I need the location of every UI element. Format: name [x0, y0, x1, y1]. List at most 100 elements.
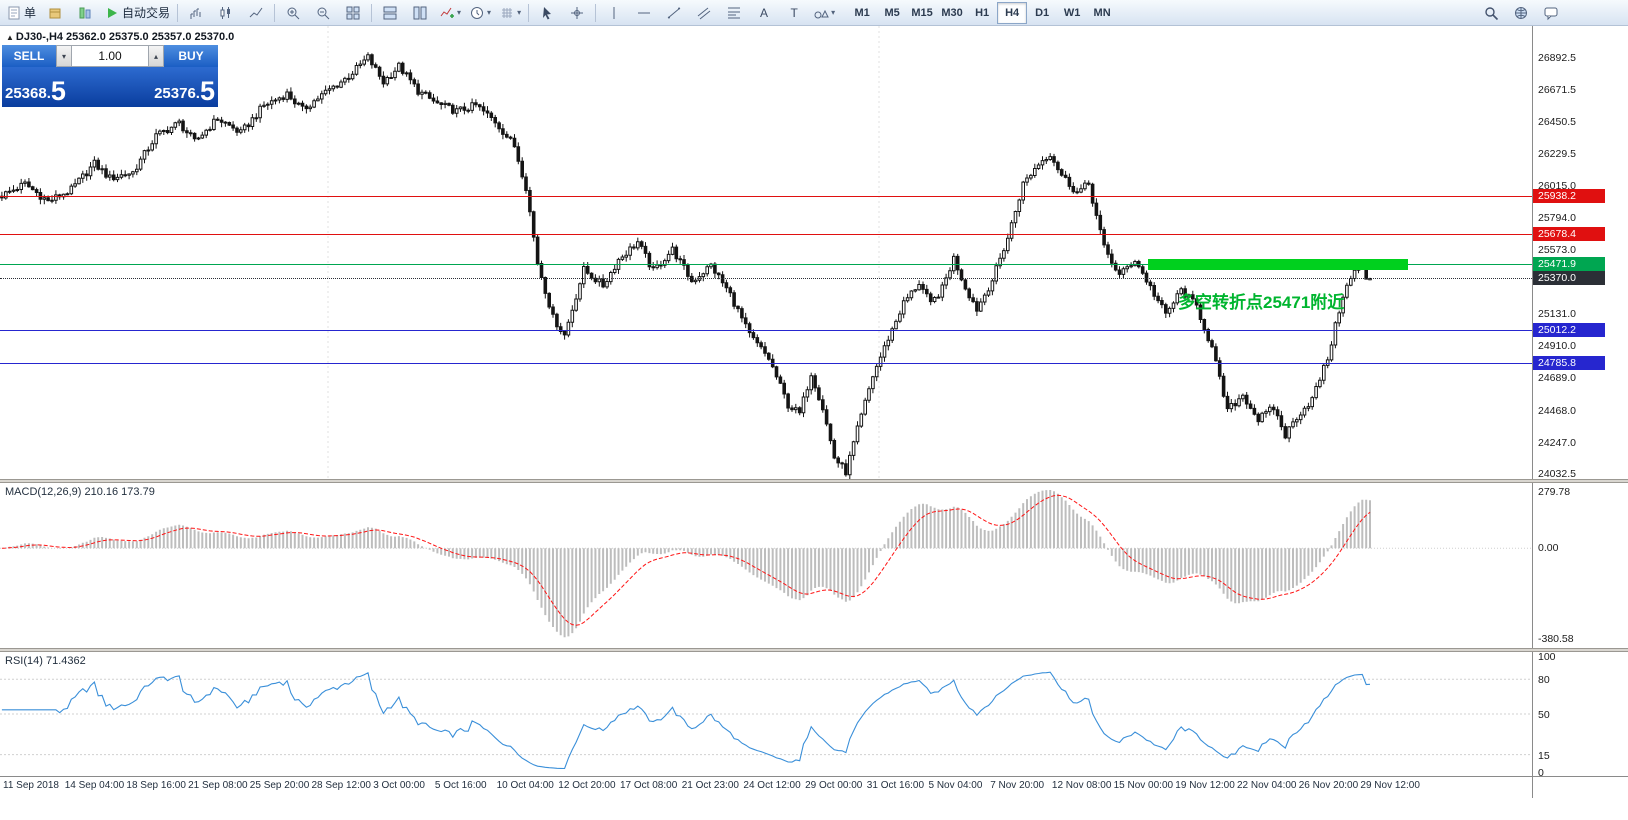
buy-price-main: 25376.	[154, 85, 200, 102]
pane-splitter[interactable]	[0, 648, 1628, 652]
timeframe-m30[interactable]: M30	[941, 6, 963, 19]
tile-windows-button[interactable]	[338, 1, 368, 25]
tile-horizontal-button[interactable]	[375, 1, 405, 25]
autotrade-button[interactable]: 自动交易	[100, 1, 174, 25]
svg-text:A: A	[760, 6, 768, 20]
rsi-axis-label: 80	[1538, 674, 1550, 687]
sell-button[interactable]: SELL	[2, 45, 56, 67]
chat-button[interactable]	[1536, 1, 1566, 25]
clock-icon	[469, 5, 485, 21]
text-button[interactable]: A	[749, 1, 779, 25]
grid-icon	[499, 5, 515, 21]
price-axis-label: 26450.5	[1538, 116, 1576, 129]
horizontal-line-button[interactable]	[629, 1, 659, 25]
cursor-button[interactable]	[532, 1, 562, 25]
search-button[interactable]	[1476, 1, 1506, 25]
toolbar-separator	[274, 3, 276, 22]
price-tag: 25938.2	[1533, 188, 1605, 203]
price-tag: 25012.2	[1533, 323, 1605, 338]
chevron-down-icon: ▾	[831, 8, 836, 17]
rsi-value: 71.4362	[45, 655, 86, 667]
pane-splitter[interactable]	[0, 479, 1628, 483]
shapes-icon	[813, 5, 829, 21]
macd-axis-label: 279.78	[1538, 486, 1571, 498]
candlestick-plot[interactable]	[0, 26, 1532, 479]
vertical-line-button[interactable]	[599, 1, 629, 25]
rsi-axis-label: 50	[1538, 709, 1550, 721]
macd-plot[interactable]	[0, 483, 1532, 648]
trend-icon	[666, 5, 682, 21]
time-axis[interactable]	[0, 776, 1628, 798]
new-order-button[interactable]: 单	[2, 1, 40, 25]
buy-price[interactable]: 25376. 5	[154, 67, 215, 107]
timeframe-w1[interactable]: W1	[1063, 6, 1081, 19]
bar-chart-button[interactable]	[181, 1, 211, 25]
channel-icon	[696, 5, 712, 21]
community-button[interactable]	[1506, 1, 1536, 25]
timeframe-m5[interactable]: M5	[884, 6, 900, 19]
rsi-plot[interactable]	[0, 652, 1532, 776]
rsi-axis-label: 15	[1538, 749, 1550, 762]
timeframe-h4[interactable]: H4	[997, 1, 1028, 24]
macd-title: MACD(12,26,9) 210.16 173.79	[5, 486, 155, 498]
channel-button[interactable]	[689, 1, 719, 25]
fibo-icon	[726, 5, 742, 21]
toolbox-button[interactable]	[40, 1, 70, 25]
bars-icon	[188, 5, 204, 21]
search-icon	[1483, 5, 1499, 21]
lot-down-button[interactable]: ▾	[56, 45, 72, 67]
zoom-in-button[interactable]	[278, 1, 308, 25]
price-axis-label: 26229.5	[1538, 148, 1576, 161]
line-chart-button[interactable]	[241, 1, 271, 25]
crosshair-button[interactable]	[562, 1, 592, 25]
lot-up-button[interactable]: ▴	[148, 45, 164, 67]
rsi-title: RSI(14) 71.4362	[5, 655, 86, 667]
toolbar-separator	[371, 3, 373, 22]
doc-icon	[6, 5, 22, 21]
timeframe-mn[interactable]: MN	[1093, 6, 1111, 19]
timeframe-h1[interactable]: H1	[975, 6, 990, 19]
zoomout-icon	[315, 5, 331, 21]
one-click-trading-panel: SELL ▾ 1.00 ▴ BUY 25368. 5 25376. 5	[2, 45, 218, 107]
trade-prices[interactable]: 25368. 5 25376. 5	[2, 67, 218, 107]
tileh-icon	[382, 5, 398, 21]
market-watch-button[interactable]	[70, 1, 100, 25]
market-icon	[77, 5, 93, 21]
arrows-button[interactable]: ▾	[809, 1, 839, 25]
tilev-icon	[412, 5, 428, 21]
buy-button[interactable]: BUY	[164, 45, 218, 67]
fibonacci-button[interactable]	[719, 1, 749, 25]
zoom-out-button[interactable]	[308, 1, 338, 25]
timeframe-d1[interactable]: D1	[1035, 6, 1050, 19]
trendline-button[interactable]	[659, 1, 689, 25]
lot-size-input[interactable]: 1.00	[72, 45, 148, 67]
price-axis-label: 24247.0	[1538, 436, 1576, 449]
periods-button[interactable]: ▾	[465, 1, 495, 25]
toolbar-right-group	[1476, 1, 1566, 25]
text-icon: A	[756, 5, 772, 21]
templates-button[interactable]: ▾	[495, 1, 525, 25]
chat-icon	[1543, 5, 1559, 21]
tile-vertical-button[interactable]	[405, 1, 435, 25]
play-icon	[104, 5, 120, 21]
svg-text:T: T	[791, 6, 799, 20]
zoomin-icon	[285, 5, 301, 21]
chart-region[interactable]: ▲ DJ30-,H4 25362.0 25375.0 25357.0 25370.…	[0, 26, 1628, 820]
price-tag: 24785.8	[1533, 356, 1605, 371]
symbol-marker-icon: ▲	[6, 33, 14, 42]
price-axis-label: 25131.0	[1538, 308, 1576, 321]
candlestick-chart-button[interactable]	[211, 1, 241, 25]
price-axis-label: 25573.0	[1538, 243, 1576, 256]
indicators-button[interactable]: ▾	[435, 1, 465, 25]
timeframe-m15[interactable]: M15	[911, 6, 933, 19]
chart-annotation-text[interactable]: 多空转折点25471附近	[1178, 293, 1345, 312]
macd-axis-label: -380.58	[1538, 633, 1574, 645]
price-axis-label: 24910.0	[1538, 340, 1576, 353]
timeframe-m1[interactable]: M1	[854, 6, 870, 19]
sell-price[interactable]: 25368. 5	[5, 67, 66, 107]
text-label-button[interactable]: T	[779, 1, 809, 25]
crosshair-icon	[569, 5, 585, 21]
toolbar-separator	[528, 3, 530, 22]
chevron-down-icon: ▾	[517, 8, 522, 17]
sell-price-main: 25368.	[5, 85, 51, 102]
